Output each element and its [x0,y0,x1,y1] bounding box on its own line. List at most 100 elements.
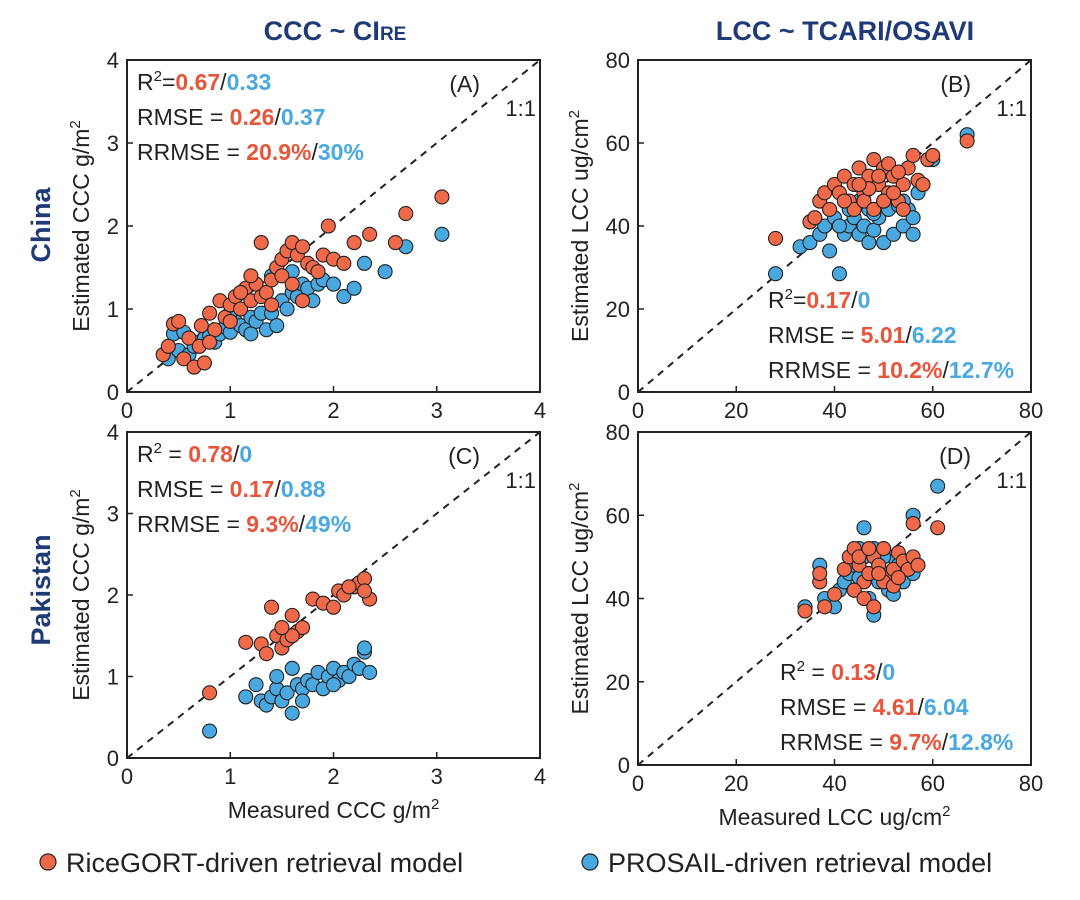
stat-rrmse: RRMSE = 9.3%/49% [137,511,351,537]
data-point [861,235,877,251]
y-tick-label: 1 [107,297,119,322]
panel-label: (A) [449,71,480,97]
y-tick-label: 0 [107,380,119,405]
data-point [263,599,280,615]
y-tick-label: 3 [107,131,119,156]
data-point [831,266,847,282]
x-tick-label: 80 [1019,398,1043,423]
data-point [846,582,862,598]
y-tick-label: 40 [606,214,630,239]
data-point [797,603,813,619]
y-tick-label: 3 [107,502,119,527]
data-point [807,210,823,226]
data-point [171,313,187,330]
data-point [812,565,828,582]
data-point [320,218,336,234]
panel-b: 0 20 40 60 80 0 20 40 60 80 Estimated LCC ug/cm2 (B… [566,48,1043,423]
stat-r: R2=0.67/0.33 [137,68,271,95]
series-prosail [202,640,378,739]
x-tick-label: 0 [121,764,133,789]
x-tick-label: 4 [534,398,546,423]
data-point [767,230,784,246]
data-point [885,226,902,242]
data-point [269,668,285,685]
x-tick-label: 0 [632,771,644,796]
stat-r: R2 = 0.78/0 [137,440,252,467]
data-point [253,235,269,251]
data-point [336,288,352,305]
y-tick-label: 60 [606,131,630,156]
data-point [831,218,847,234]
data-point [861,540,877,557]
y-tick-label: 20 [606,297,630,322]
x-tick-label: 3 [431,398,443,423]
data-point [398,206,414,222]
data-point [279,301,295,317]
data-point [202,305,218,321]
data-point [817,599,833,615]
data-point [284,276,300,292]
data-point [310,264,326,280]
data-point [905,210,921,226]
data-point [856,520,872,536]
data-point [207,322,223,338]
series-ricegort [202,571,378,701]
x-tick-label: 0 [632,398,644,423]
x-tick-label: 40 [822,398,846,423]
data-point [851,549,867,565]
data-point [243,268,259,284]
stat-r: R2 = 0.13/0 [780,658,895,685]
panel-d: 0 20 40 60 80 0 20 40 60 80 Estimated LCC ug/cm2 Me… [566,420,1043,830]
data-point [895,201,911,217]
panel-a: 0 1 2 3 4 0 1 2 3 4 Estimated CCC g/m2 (A) 1:1 R2=0.6… [67,48,546,423]
data-point [387,235,404,251]
data-point [822,201,838,217]
data-point [202,723,218,739]
data-point [826,586,843,602]
data-point [325,599,342,615]
data-point [890,570,906,586]
data-point [325,677,342,693]
x-tick-label: 20 [724,398,748,423]
data-point [851,160,867,176]
y-tick-label: 4 [107,420,119,445]
data-point [930,520,946,536]
stat-rmse: RMSE = 0.26/0.37 [137,104,326,130]
series-ricegort [797,516,946,619]
data-point [284,607,300,623]
y-tick-label: 80 [606,420,630,445]
data-point [866,152,882,168]
data-point [258,284,274,300]
one-to-one-line [637,431,1032,766]
data-point [336,255,352,271]
data-point [196,355,212,371]
legend-marker-ricegort [39,853,57,871]
y-axis-label: Estimated CCC g/m2 [67,120,94,332]
data-point [181,330,197,346]
x-tick-label: 20 [724,771,748,796]
data-point [176,351,192,367]
x-tick-label: 1 [224,398,236,423]
y-axis-label: Estimated LCC ug/cm2 [566,482,593,714]
data-point [356,583,373,599]
data-point [160,338,176,354]
data-point [356,255,373,271]
x-axis-label: Measured CCC g/m2 [228,796,440,823]
panel-label: (C) [448,443,480,469]
data-point [233,284,249,300]
data-point [925,147,941,163]
data-point [362,226,378,242]
data-point [767,266,784,282]
series-ricegort [155,189,450,375]
one-to-one-label: 1:1 [996,468,1027,493]
data-point [836,193,852,209]
data-point [876,540,892,557]
data-point [248,677,264,693]
y-tick-label: 80 [606,48,630,73]
stat-rmse: RMSE = 5.01/6.22 [768,322,957,348]
data-point [915,176,931,193]
col-title-right: LCC ~ TCARI/OSAVI [716,16,974,46]
x-tick-label: 3 [431,764,443,789]
data-point [294,693,311,709]
